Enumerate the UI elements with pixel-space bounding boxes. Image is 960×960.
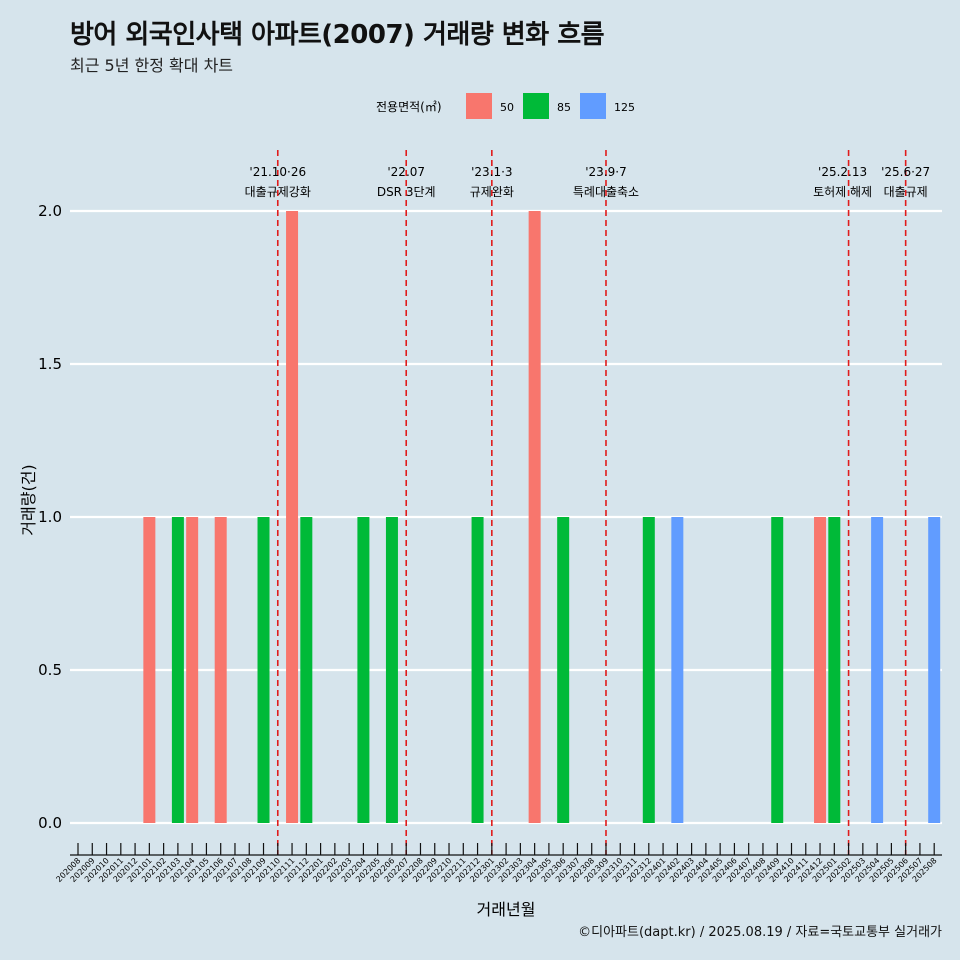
bar-202501-85 (828, 517, 841, 823)
bar-202304-50 (528, 211, 541, 823)
legend-label: 125 (614, 101, 635, 114)
bar-202412-50 (814, 517, 827, 823)
event-date: '22.07 (387, 165, 425, 179)
x-axis-title: 거래년월 (477, 900, 536, 919)
bar-202212-85 (471, 517, 484, 823)
event-label: 규제완화 (470, 185, 514, 199)
event-label: 토허제 해제 (813, 185, 872, 199)
bar-202206-85 (385, 517, 398, 823)
source-caption: ©디아파트(dapt.kr) / 2025.08.19 / 자료=국토교통부 실… (578, 925, 942, 940)
legend-label: 50 (500, 101, 514, 114)
event-label: DSR 3단계 (377, 185, 436, 199)
bar-202504-125 (871, 517, 884, 823)
bar-202106-50 (214, 517, 227, 823)
x-axis: 2020082020092020102020112020122021012021… (54, 843, 942, 884)
event-date: '25.2.13 (818, 165, 867, 179)
chart-subtitle: 최근 5년 한정 확대 차트 (70, 56, 234, 75)
event-label: 대출규제강화 (245, 185, 311, 199)
event-date: '21.10·26 (249, 165, 306, 179)
bar-202409-85 (771, 517, 784, 823)
bar-202306-85 (557, 517, 570, 823)
event-label: 대출규제 (884, 185, 928, 199)
grid-lines (70, 209, 942, 825)
event-date: '23.9·7 (585, 165, 626, 179)
bar-202104-50 (186, 517, 199, 823)
bar-202204-85 (357, 517, 370, 823)
event-date: '23.1·3 (471, 165, 512, 179)
bar-202111-50 (286, 211, 299, 823)
y-tick-label: 1.0 (38, 508, 62, 526)
bar-202112-85 (300, 517, 313, 823)
y-axis: 0.0 0.5 1.0 1.5 2.0 (38, 202, 62, 832)
bar-202402-125 (671, 517, 684, 823)
event-label: 특례대출축소 (573, 185, 639, 199)
legend: 전용면적(㎡) 50 85 125 (376, 93, 635, 119)
bar-202101-50 (143, 517, 156, 823)
y-tick-label: 1.5 (38, 355, 62, 373)
y-tick-label: 0.0 (38, 814, 62, 832)
event-lines: '21.10·26 대출규제강화 '22.07 DSR 3단계 '23.1·3 규제완화 '… (245, 150, 930, 855)
legend-label: 85 (557, 101, 571, 114)
legend-key-125 (580, 93, 606, 119)
bars (143, 211, 941, 823)
bar-202312-85 (642, 517, 655, 823)
bar-202103-85 (171, 517, 184, 823)
event-date: '25.6·27 (881, 165, 930, 179)
bar-202508-125 (928, 517, 941, 823)
y-tick-label: 0.5 (38, 661, 62, 679)
bar-202109-85 (257, 517, 270, 823)
y-axis-title: 거래량(건) (19, 464, 38, 535)
legend-key-85 (523, 93, 549, 119)
legend-key-50 (466, 93, 492, 119)
legend-title: 전용면적(㎡) (376, 100, 442, 114)
chart-title: 방어 외국인사택 아파트(2007) 거래량 변화 흐름 (70, 20, 605, 50)
y-tick-label: 2.0 (38, 202, 62, 220)
